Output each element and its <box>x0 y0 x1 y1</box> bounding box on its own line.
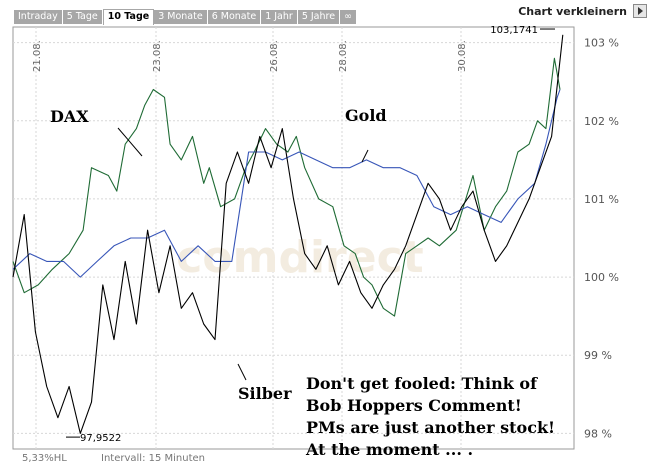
dax-label: DAX <box>50 107 89 126</box>
silber-label: Silber <box>238 384 292 403</box>
watermark-text: comdirect <box>176 232 423 283</box>
plot-area <box>12 26 575 450</box>
silber-pointer <box>237 363 247 381</box>
x-tick-label: 21.08. <box>32 40 43 72</box>
footer-interval-label: Intervall: 15 Minuten <box>101 453 205 464</box>
comment-line: Bob Hoppers Comment! <box>306 396 522 415</box>
y-tick-label: 98 % <box>584 427 612 440</box>
y-tick-label: 100 % <box>584 271 619 284</box>
tab-4[interactable]: 6 Monate <box>207 10 262 24</box>
arrow-right-icon[interactable] <box>633 4 647 18</box>
gold-pointer <box>361 149 369 163</box>
tab-6[interactable]: 5 Jahre <box>297 10 341 24</box>
gold-label: Gold <box>345 106 387 125</box>
max-value-label: 103,1741 <box>490 25 538 36</box>
tab-5[interactable]: 1 Jahr <box>261 10 298 24</box>
min-value-label: 97,9522 <box>80 433 121 444</box>
comment-line: PMs are just another stock! <box>306 418 555 437</box>
x-tick-label: 26.08. <box>269 40 280 72</box>
footer-range-label: 5,33%HL <box>22 453 67 464</box>
x-tick-label: 28.08. <box>338 40 349 72</box>
shrink-label: Chart verkleinern <box>518 4 627 18</box>
dax-pointer <box>117 127 143 157</box>
series-line-silber <box>12 34 564 434</box>
series-line-dax <box>12 57 561 317</box>
y-tick-label: 99 % <box>584 349 612 362</box>
chart-shrink-control[interactable]: Chart verkleinern <box>518 4 647 18</box>
y-tick-label: 102 % <box>584 115 619 128</box>
y-tick-label: 103 % <box>584 37 619 50</box>
series-line-gold <box>12 89 561 278</box>
x-tick-label: 30.08. <box>457 40 468 72</box>
tab-1[interactable]: 5 Tage <box>62 10 103 24</box>
comment-line: At the moment ... . <box>305 440 473 459</box>
timeframe-tabs: Intraday 5 Tage 10 Tage 3 Monate 6 Monate 1 J… <box>14 9 357 25</box>
y-tick-label: 101 % <box>584 193 619 206</box>
tab-0[interactable]: Intraday <box>14 10 63 24</box>
tab-7[interactable]: ∞ <box>340 10 357 24</box>
tab-3[interactable]: 3 Monate <box>154 10 208 24</box>
x-tick-label: 23.08. <box>152 40 163 72</box>
tab-2[interactable]: 10 Tage <box>102 9 155 25</box>
comment-line: Don't get fooled: Think of <box>306 374 538 393</box>
